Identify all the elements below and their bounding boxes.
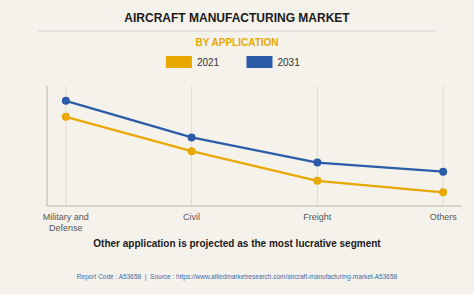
series-line <box>66 101 443 172</box>
point <box>62 97 70 105</box>
x-tick-label: Others <box>430 212 458 222</box>
plot <box>62 97 447 196</box>
point <box>439 188 447 196</box>
separator <box>38 31 436 32</box>
series-line <box>66 117 443 192</box>
x-tick-label-line: Freight <box>303 212 332 222</box>
legend-label: 2021 <box>197 57 220 68</box>
point <box>188 133 196 141</box>
grid-line <box>191 86 192 206</box>
grid-line <box>317 86 318 206</box>
legend-swatch <box>166 56 192 68</box>
x-tick-label: Civil <box>183 212 200 222</box>
x-tick-label-line: Others <box>430 212 458 222</box>
x-axis-line <box>47 206 462 207</box>
footnote: Other application is projected as the mo… <box>93 238 381 249</box>
legend-swatch <box>246 56 272 68</box>
subtitle: BY APPLICATION <box>195 37 278 48</box>
x-tick-label-line: Civil <box>183 212 200 222</box>
chart: AIRCRAFT MANUFACTURING MARKET BY APPLICAT… <box>0 0 474 294</box>
point <box>439 168 447 176</box>
point <box>188 147 196 155</box>
point <box>62 113 70 121</box>
legend-label: 2031 <box>277 57 300 68</box>
y-axis-line <box>47 86 48 206</box>
source: Report Code : A53658 | Source : https://… <box>77 273 398 281</box>
x-tick-label: Military andDefense <box>43 212 89 233</box>
grid-line <box>443 86 444 206</box>
x-tick-label-line: Defense <box>49 223 83 233</box>
point <box>313 177 321 185</box>
x-tick-label-line: Military and <box>43 212 89 222</box>
point <box>313 159 321 167</box>
x-tick-label: Freight <box>303 212 332 222</box>
title: AIRCRAFT MANUFACTURING MARKET <box>124 11 350 25</box>
background <box>0 0 474 294</box>
